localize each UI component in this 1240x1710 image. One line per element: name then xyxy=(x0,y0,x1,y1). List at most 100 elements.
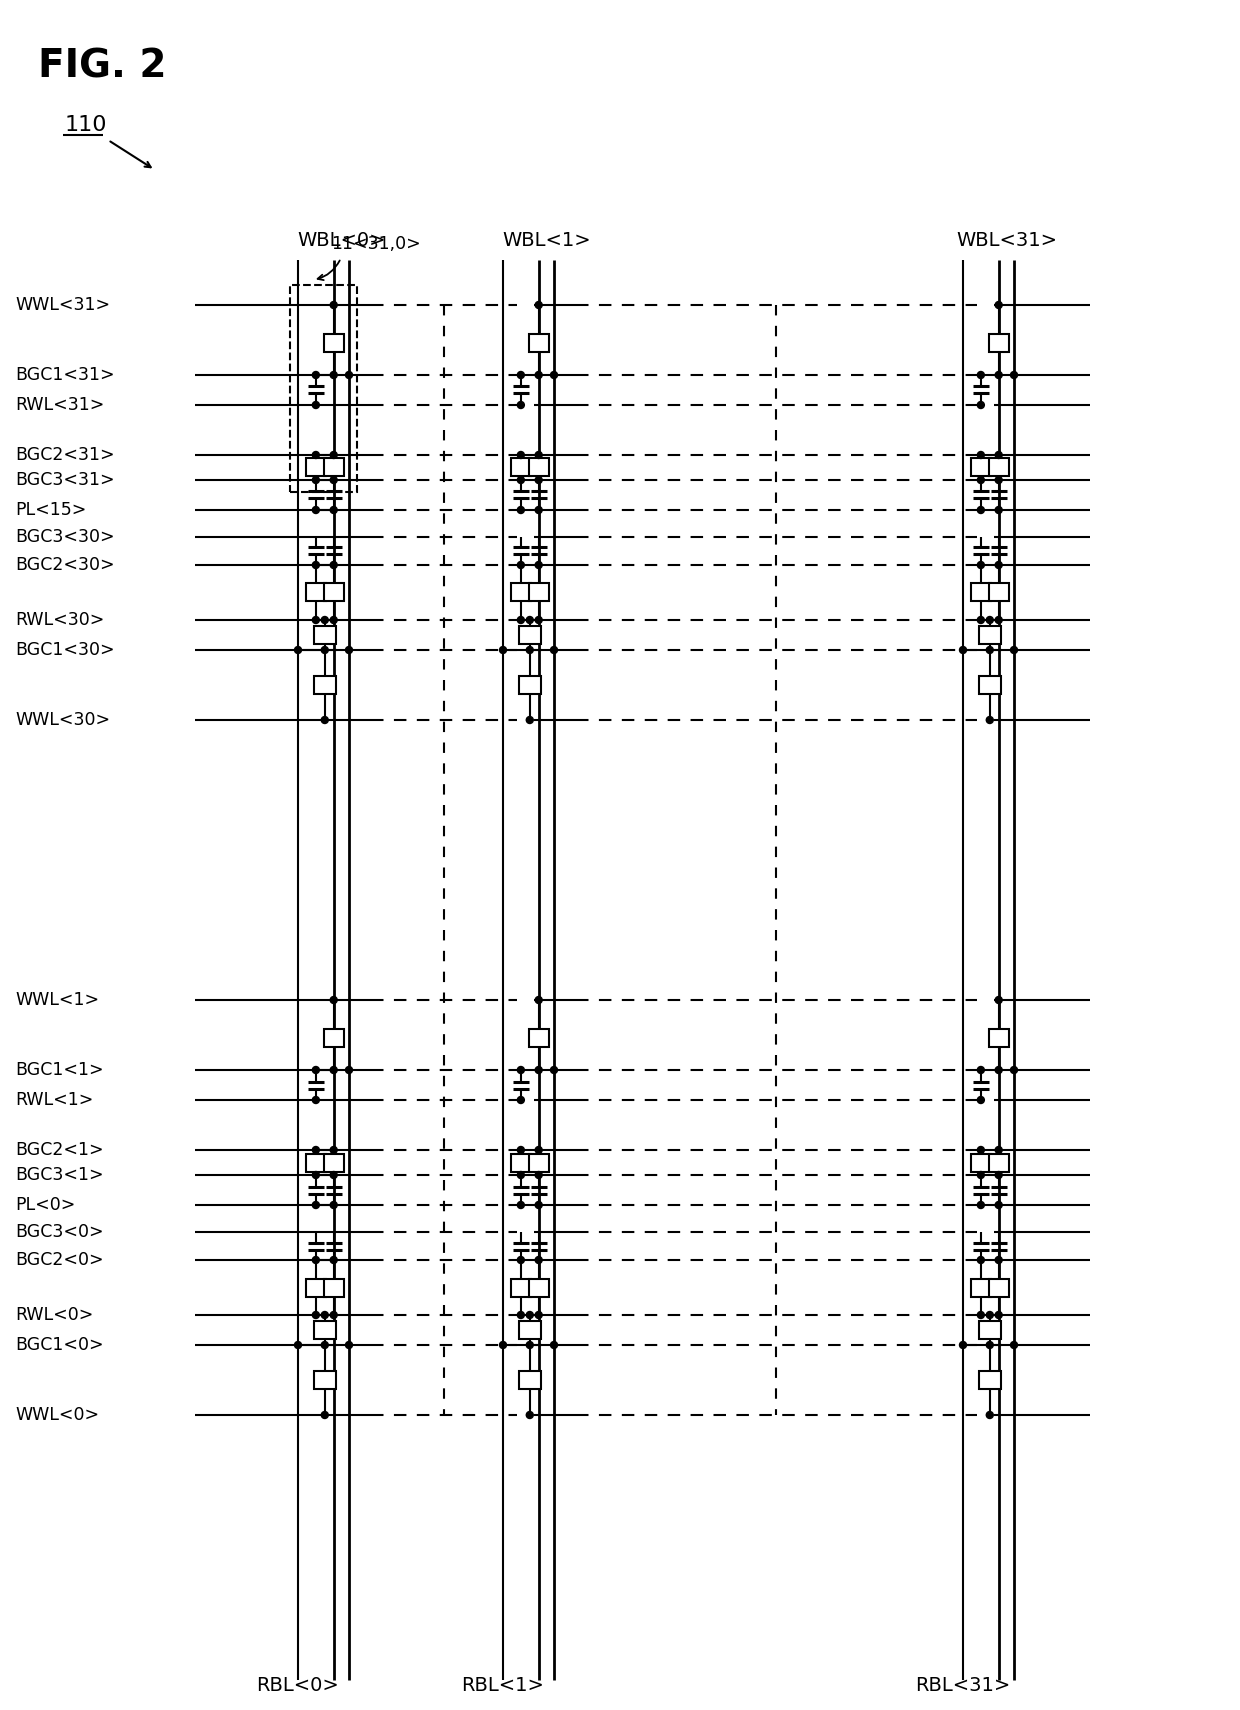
Bar xyxy=(324,1279,343,1296)
Circle shape xyxy=(996,561,1002,568)
Circle shape xyxy=(330,1171,337,1178)
Circle shape xyxy=(977,1257,985,1264)
Circle shape xyxy=(536,371,542,378)
Circle shape xyxy=(346,646,352,653)
Circle shape xyxy=(330,506,337,513)
Text: BGC3<0>: BGC3<0> xyxy=(15,1223,104,1241)
Text: BGC2<1>: BGC2<1> xyxy=(15,1141,104,1159)
Circle shape xyxy=(536,617,542,624)
Circle shape xyxy=(526,1312,533,1318)
Circle shape xyxy=(1011,646,1018,653)
Circle shape xyxy=(330,561,337,568)
Circle shape xyxy=(312,371,320,378)
Circle shape xyxy=(536,1067,542,1074)
Circle shape xyxy=(321,1342,329,1349)
Text: WWL<30>: WWL<30> xyxy=(15,711,110,728)
Circle shape xyxy=(312,506,320,513)
Circle shape xyxy=(960,1342,966,1349)
Circle shape xyxy=(551,1067,558,1074)
Circle shape xyxy=(330,997,337,1004)
Circle shape xyxy=(526,716,533,723)
Bar xyxy=(988,583,1008,602)
Circle shape xyxy=(517,1146,525,1154)
Circle shape xyxy=(536,1257,542,1264)
Text: BGC1<0>: BGC1<0> xyxy=(15,1336,104,1354)
Bar xyxy=(511,1154,531,1171)
Circle shape xyxy=(330,477,337,484)
Text: WWL<31>: WWL<31> xyxy=(15,296,110,315)
Circle shape xyxy=(321,617,329,624)
Circle shape xyxy=(536,1202,542,1209)
Circle shape xyxy=(536,561,542,568)
Circle shape xyxy=(996,506,1002,513)
Circle shape xyxy=(517,506,525,513)
Circle shape xyxy=(1011,1342,1018,1349)
Circle shape xyxy=(977,506,985,513)
Bar xyxy=(971,458,991,477)
Bar xyxy=(528,333,549,352)
Circle shape xyxy=(526,617,533,624)
Circle shape xyxy=(330,1257,337,1264)
Circle shape xyxy=(536,477,542,484)
Circle shape xyxy=(551,646,558,653)
Bar xyxy=(978,1371,1001,1389)
Bar xyxy=(306,458,326,477)
Text: WWL<1>: WWL<1> xyxy=(15,992,99,1009)
Circle shape xyxy=(986,1342,993,1349)
Circle shape xyxy=(500,1342,506,1349)
Circle shape xyxy=(321,646,329,653)
Circle shape xyxy=(330,617,337,624)
Text: FIG. 2: FIG. 2 xyxy=(38,48,166,86)
Bar xyxy=(511,458,531,477)
Circle shape xyxy=(526,1411,533,1419)
Circle shape xyxy=(996,451,1002,458)
Circle shape xyxy=(977,1067,985,1074)
Circle shape xyxy=(536,1312,542,1318)
Bar xyxy=(511,583,531,602)
Circle shape xyxy=(330,1146,337,1154)
Bar xyxy=(971,1279,991,1296)
Circle shape xyxy=(295,646,301,653)
Circle shape xyxy=(536,506,542,513)
Circle shape xyxy=(312,451,320,458)
Text: 110: 110 xyxy=(64,115,108,135)
Circle shape xyxy=(330,301,337,308)
Circle shape xyxy=(996,477,1002,484)
Text: WBL<1>: WBL<1> xyxy=(502,231,590,250)
Circle shape xyxy=(551,371,558,378)
Circle shape xyxy=(321,1312,329,1318)
Circle shape xyxy=(986,646,993,653)
Bar xyxy=(988,1029,1008,1047)
Circle shape xyxy=(977,1171,985,1178)
Circle shape xyxy=(996,1171,1002,1178)
Circle shape xyxy=(517,617,525,624)
Text: 11<31,0>: 11<31,0> xyxy=(331,234,420,253)
Circle shape xyxy=(517,402,525,409)
Circle shape xyxy=(996,1202,1002,1209)
Bar xyxy=(314,1322,336,1339)
Bar xyxy=(528,1029,549,1047)
Bar xyxy=(511,1279,531,1296)
Circle shape xyxy=(517,1096,525,1103)
Circle shape xyxy=(977,1312,985,1318)
Circle shape xyxy=(526,1342,533,1349)
Circle shape xyxy=(996,1312,1002,1318)
Bar xyxy=(971,1154,991,1171)
Bar xyxy=(324,458,343,477)
Circle shape xyxy=(330,1202,337,1209)
Circle shape xyxy=(312,477,320,484)
Circle shape xyxy=(312,1171,320,1178)
Circle shape xyxy=(312,617,320,624)
Circle shape xyxy=(517,561,525,568)
Circle shape xyxy=(321,716,329,723)
Text: PL<0>: PL<0> xyxy=(15,1195,76,1214)
Text: BGC1<31>: BGC1<31> xyxy=(15,366,114,385)
Text: BGC1<1>: BGC1<1> xyxy=(15,1060,104,1079)
Circle shape xyxy=(977,477,985,484)
Circle shape xyxy=(536,451,542,458)
Bar xyxy=(528,458,549,477)
Circle shape xyxy=(1011,371,1018,378)
Circle shape xyxy=(346,371,352,378)
Bar xyxy=(978,626,1001,645)
Circle shape xyxy=(996,1146,1002,1154)
